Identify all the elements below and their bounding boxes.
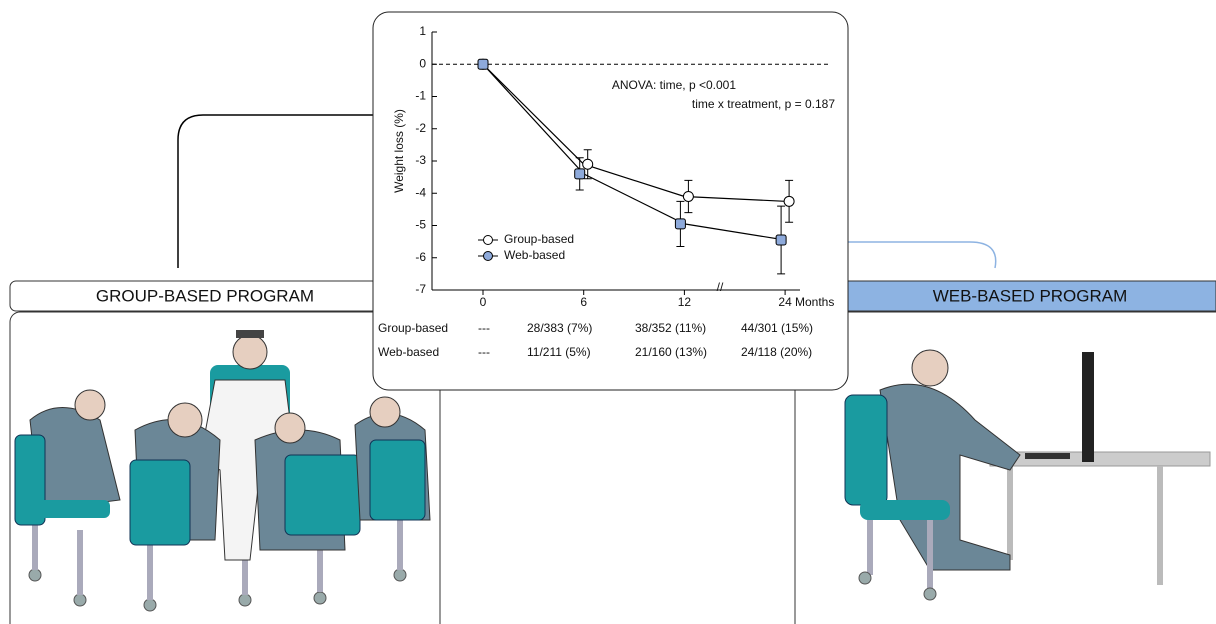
table-cell: --- — [478, 321, 490, 335]
table-cell: 21/160 (13%) — [635, 345, 707, 359]
legend-label: Web-based — [504, 248, 565, 262]
table-cell: 24/118 (20%) — [741, 345, 812, 359]
x-tick-label: 24 — [778, 295, 792, 309]
y-tick-label: 0 — [419, 56, 426, 70]
table-cell: 11/211 (5%) — [527, 345, 591, 359]
group-header-text: GROUP-BASED PROGRAM — [96, 286, 314, 305]
data-point — [683, 191, 693, 201]
page: GROUP-BASED PROGRAM WEB-BASED PROGRAM — [0, 0, 1216, 624]
y-tick-label: -1 — [415, 89, 426, 103]
y-tick-label: -2 — [415, 121, 426, 135]
y-tick-label: -6 — [415, 250, 426, 264]
table-cell: 38/352 (11%) — [635, 321, 706, 335]
y-tick-label: -4 — [415, 185, 426, 199]
annotation: ANOVA: time, p <0.001 — [612, 78, 736, 92]
axis-break: // — [717, 280, 724, 294]
table-cell: 44/301 (15%) — [741, 321, 813, 335]
table-row-label: Group-based — [378, 321, 448, 335]
y-tick-label: -7 — [415, 282, 426, 296]
table-cell: 28/383 (7%) — [527, 321, 592, 335]
x-tick-label: 0 — [480, 295, 487, 309]
web-header-text: WEB-BASED PROGRAM — [933, 286, 1128, 305]
data-point — [784, 196, 794, 206]
y-axis-label: Weight loss (%) — [392, 109, 406, 193]
data-point — [583, 159, 593, 169]
table-row-label: Web-based — [378, 345, 439, 359]
annotation: time x treatment, p = 0.187 — [692, 97, 835, 111]
legend-label: Group-based — [504, 232, 574, 246]
graphical-abstract: GROUP-BASED PROGRAM WEB-BASED PROGRAM — [0, 0, 1216, 624]
data-point — [478, 59, 488, 69]
y-tick-label: -5 — [415, 218, 426, 232]
x-tick-label: 12 — [678, 295, 692, 309]
data-point — [675, 219, 685, 229]
data-point — [776, 235, 786, 245]
legend-marker — [484, 252, 493, 261]
x-axis-label: Months — [795, 295, 834, 309]
data-point — [575, 169, 585, 179]
y-tick-label: -3 — [415, 153, 426, 167]
x-tick-label: 6 — [580, 295, 587, 309]
table-cell: --- — [478, 345, 490, 359]
legend-marker — [484, 236, 493, 245]
y-tick-label: 1 — [419, 24, 426, 38]
